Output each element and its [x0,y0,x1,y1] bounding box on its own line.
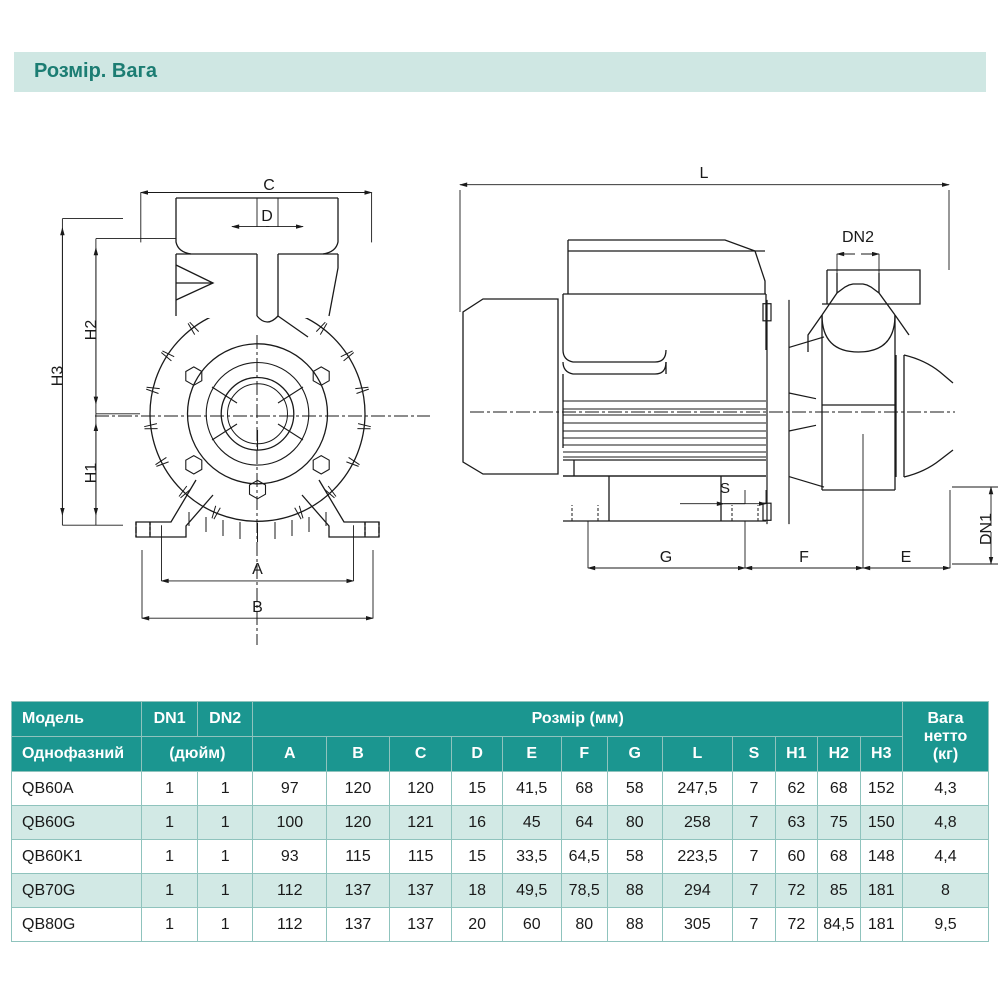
svg-text:D: D [261,208,273,225]
svg-text:S: S [720,480,730,497]
svg-text:B: B [252,599,263,616]
svg-text:DN2: DN2 [842,229,874,246]
svg-text:C: C [263,177,275,194]
svg-text:A: A [252,561,263,578]
svg-text:G: G [660,549,672,566]
svg-text:F: F [799,549,809,566]
svg-text:H3: H3 [49,366,66,387]
svg-text:H1: H1 [83,463,100,484]
svg-text:DN1: DN1 [978,513,995,545]
svg-text:L: L [700,165,709,182]
svg-text:H2: H2 [83,320,100,341]
svg-text:E: E [901,549,912,566]
